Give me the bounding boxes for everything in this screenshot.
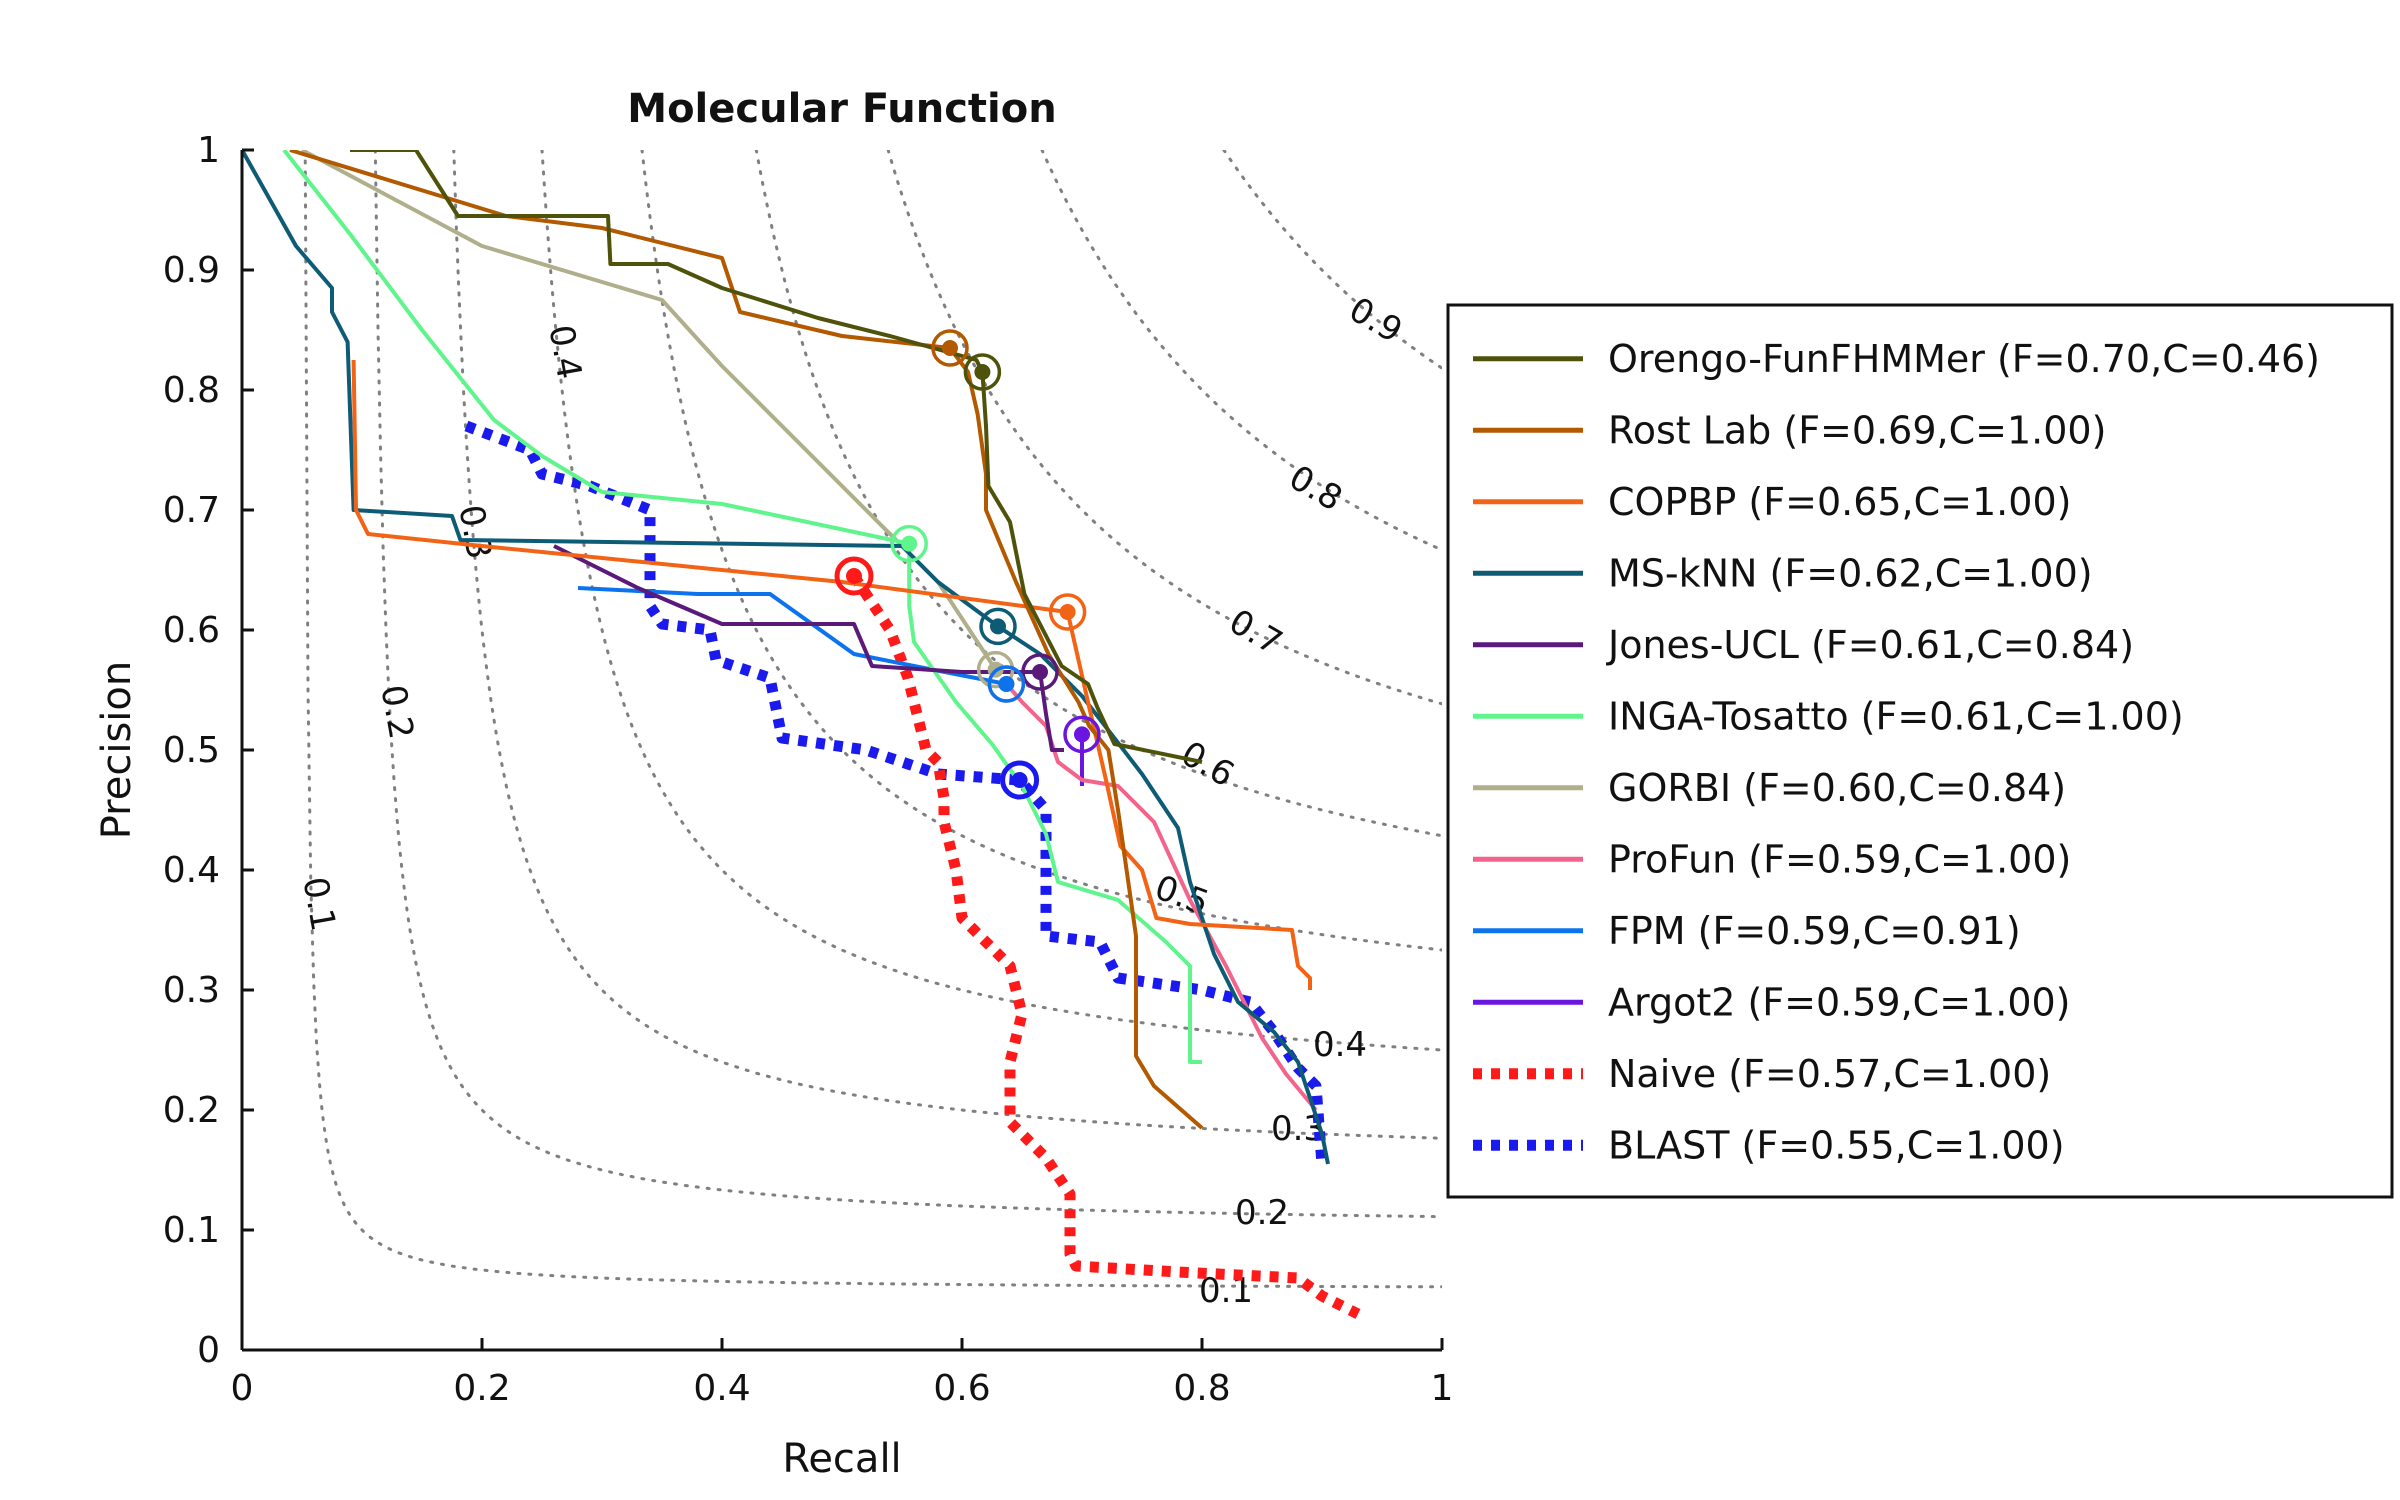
legend-entry: Jones-UCL (F=0.61,C=0.84) [1606, 623, 2134, 667]
series-marker-dot [1059, 604, 1076, 620]
legend-entry: INGA-Tosatto (F=0.61,C=1.00) [1608, 694, 2184, 738]
iso-f-curve [1040, 150, 1442, 552]
iso-f-curve [303, 150, 1442, 1289]
series-marker-dot [846, 568, 862, 584]
y-tick-label: 0.9 [163, 250, 220, 291]
iso-f-curve [373, 150, 1442, 1219]
iso-f-label: 0.1 [1199, 1271, 1253, 1311]
x-tick-label: 0 [231, 1368, 254, 1409]
series-marker-ring [979, 607, 1017, 646]
legend-entry: FPM (F=0.59,C=0.91) [1608, 909, 2021, 953]
x-tick-label: 0.2 [453, 1368, 510, 1409]
series-marker-dot [974, 364, 991, 380]
legend-entry: Argot2 (F=0.59,C=1.00) [1608, 980, 2071, 1024]
y-tick-label: 0.1 [163, 1210, 220, 1251]
series-marker-dot [901, 535, 918, 552]
series-marker-ring [963, 353, 1002, 391]
series-line [553, 544, 1064, 752]
series-marker-ring [834, 556, 874, 596]
y-axis-label: Precision [94, 661, 140, 839]
iso-f-curve [540, 150, 1442, 1052]
chart-title: Molecular Function [627, 86, 1056, 132]
series-line [849, 572, 1361, 1319]
series-line [351, 359, 1312, 990]
legend-entry: BLAST (F=0.55,C=1.00) [1608, 1123, 2065, 1167]
series-marker-ring [987, 665, 1026, 703]
iso-f-label: 0.4 [540, 322, 589, 382]
iso-f-labels: 0.10.10.20.20.30.30.40.40.50.60.70.80.9 [294, 290, 1408, 1311]
x-tick-label: 0.6 [933, 1368, 990, 1409]
x-tick-label: 0.8 [1173, 1368, 1230, 1409]
series-marker-ring [1021, 653, 1059, 691]
legend-box [1446, 303, 2394, 1199]
legend-entry: GORBI (F=0.60,C=0.84) [1608, 766, 2066, 810]
x-tick-label: 0.4 [693, 1368, 750, 1409]
series-marker-dot [1011, 772, 1028, 788]
iso-f-curve [754, 150, 1442, 838]
legend-entry: MS-kNN (F=0.62,C=1.00) [1608, 551, 2093, 595]
iso-f-label: 0.4 [1313, 1025, 1367, 1065]
iso-f-curve [886, 150, 1442, 706]
series-marker-ring [931, 329, 969, 367]
series-line [1004, 682, 1318, 1112]
legend-entry: ProFun (F=0.59,C=1.00) [1608, 837, 2071, 881]
iso-f-curve [1222, 150, 1442, 370]
series-marker-dot [990, 618, 1006, 635]
series-line [242, 150, 1330, 1165]
series-marker-dot [942, 340, 958, 356]
legend-entry: Orengo-FunFHMMer (F=0.70,C=0.46) [1608, 337, 2320, 381]
x-tick-label: 1 [1431, 1368, 1454, 1409]
series-marker-ring [1063, 715, 1101, 754]
iso-f-label: 0.1 [294, 874, 343, 934]
series-marker-ring [890, 524, 928, 563]
series-marker-dot [1032, 664, 1048, 680]
legend-entry: Rost Lab (F=0.69,C=1.00) [1608, 408, 2106, 452]
y-tick-label: 0.6 [163, 610, 220, 651]
y-tick-label: 0.4 [163, 850, 220, 891]
y-tick-label: 1 [197, 130, 220, 171]
y-tick-label: 0.8 [163, 370, 220, 411]
y-tick-label: 0.5 [163, 730, 220, 771]
iso-f-label: 0.2 [1235, 1193, 1289, 1233]
iso-f-label: 0.2 [372, 682, 421, 742]
legend-entry: COPBP (F=0.65,C=1.00) [1608, 480, 2071, 524]
series-marker-ring [1048, 593, 1087, 631]
x-axis-label: Recall [782, 1436, 901, 1482]
y-tick-label: 0.2 [163, 1090, 220, 1131]
iso-f-curve [452, 150, 1442, 1140]
legend-entry: Naive (F=0.57,C=1.00) [1608, 1052, 2051, 1096]
y-tick-label: 0.7 [163, 490, 220, 531]
series-line [289, 150, 1204, 1130]
iso-f-label: 0.6 [1174, 734, 1241, 796]
axes: 0 0.2 0.4 0.6 0.8 1 0 0.1 0.2 0.3 0.4 0.5 0.6 0.7 0.8 0… [163, 130, 1454, 1409]
series-marker-dot [1074, 726, 1090, 743]
y-tick-label: 0.3 [163, 970, 220, 1011]
series-marker-ring [1000, 760, 1040, 800]
series-markers [834, 329, 1101, 800]
series-marker-dot [998, 676, 1015, 692]
y-tick-label: 0 [197, 1330, 220, 1371]
iso-f-label: 0.7 [1222, 602, 1289, 664]
series-lines [242, 150, 1361, 1319]
legend: Orengo-FunFHMMer (F=0.70,C=0.46) Rost Lab… [1446, 303, 2394, 1199]
